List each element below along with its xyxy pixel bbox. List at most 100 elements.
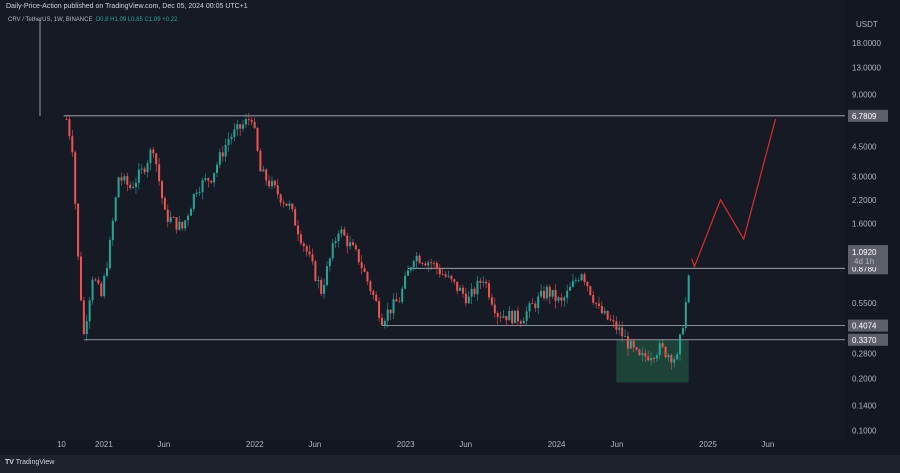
candle-body xyxy=(577,280,580,282)
candle-body xyxy=(233,129,236,138)
price-chart[interactable]: USDT 18.0000 13.0000 9.0000 4.5000 3.0000 2.20… xyxy=(0,0,900,455)
candle-body xyxy=(363,268,366,272)
candle-body xyxy=(256,128,259,151)
candle-body xyxy=(427,262,430,266)
projection-path[interactable] xyxy=(691,118,777,269)
candle-body xyxy=(97,280,100,284)
candle-body xyxy=(476,280,479,295)
candle-body xyxy=(635,347,638,350)
candle-body xyxy=(311,254,314,262)
candle-body xyxy=(485,281,488,284)
tradingview-logo: TV TradingView xyxy=(5,459,55,466)
candle-body xyxy=(418,255,421,264)
candle-body xyxy=(511,310,514,324)
candle-body xyxy=(638,349,641,356)
candle-body xyxy=(435,263,438,269)
candle-body xyxy=(433,262,436,264)
y-tick-label: 9.0000 xyxy=(852,91,877,100)
candle-body xyxy=(415,255,418,262)
x-tick-label: Jun xyxy=(308,440,321,449)
candle-body xyxy=(320,279,323,294)
brand-name: TradingView xyxy=(15,459,55,466)
candle-body xyxy=(103,275,106,297)
candle-body xyxy=(650,358,653,361)
candle-body xyxy=(282,202,285,204)
candle-body xyxy=(149,149,152,164)
candle-body xyxy=(490,297,493,305)
candle-body xyxy=(603,310,606,314)
candle-body xyxy=(352,242,355,246)
candle-body xyxy=(557,297,560,301)
candle-body xyxy=(383,320,386,326)
candle-body xyxy=(346,235,349,247)
candle-body xyxy=(163,198,166,210)
candle-body xyxy=(505,315,508,321)
candle-body xyxy=(152,149,155,154)
y-tick-label: 18.0000 xyxy=(852,39,881,48)
candle-body xyxy=(276,185,279,195)
y-tick-label: 4.5000 xyxy=(852,142,877,151)
y-tick-label: 0.1400 xyxy=(852,401,877,410)
currency-label: USDT xyxy=(856,20,878,29)
candle-body xyxy=(378,301,381,318)
candle-body xyxy=(349,242,352,247)
candle-body xyxy=(224,144,227,157)
candle-body xyxy=(566,290,569,298)
candle-body xyxy=(519,321,522,324)
candle-body xyxy=(323,285,326,294)
candle-body xyxy=(618,327,621,330)
candle-body xyxy=(140,168,143,170)
y-tick-label: 0.1000 xyxy=(852,426,877,435)
candle-body xyxy=(493,304,496,314)
candle-body xyxy=(270,180,273,187)
candle-body xyxy=(389,309,392,314)
candle-body xyxy=(456,281,459,291)
candle-body xyxy=(192,193,195,209)
candle-body xyxy=(681,327,684,335)
y-tick-label: 3.0000 xyxy=(852,173,877,182)
candle-body xyxy=(545,286,548,299)
candle-body xyxy=(609,319,612,321)
y-tick-label: 1.6000 xyxy=(852,220,877,229)
candle-body xyxy=(502,315,505,318)
candle-body xyxy=(299,234,302,244)
candle-body xyxy=(592,295,595,303)
candle-body xyxy=(543,290,546,299)
candle-body xyxy=(328,258,331,267)
candle-body xyxy=(398,301,401,303)
candle-body xyxy=(528,303,531,312)
candle-body xyxy=(450,275,453,280)
candle-body xyxy=(285,203,288,206)
x-tick-label: 2022 xyxy=(246,440,264,449)
symbol-legend: CRV / TetherUS, 1W, BINANCE O0.8 H1.09 L0… xyxy=(8,17,177,23)
candle-body xyxy=(655,355,658,359)
current-price-badge xyxy=(848,245,888,268)
candle-body xyxy=(615,321,618,330)
candle-body xyxy=(375,294,378,302)
x-tick-label: 2025 xyxy=(699,440,717,449)
candle-body xyxy=(571,280,574,287)
price-axis[interactable] xyxy=(845,0,900,455)
candle-body xyxy=(421,263,424,264)
candle-body xyxy=(441,274,444,276)
candle-body xyxy=(169,217,172,222)
candle-body xyxy=(470,288,473,297)
candle-body xyxy=(586,281,589,287)
candle-body xyxy=(175,217,178,230)
candle-body xyxy=(108,240,111,269)
x-tick-label: 2024 xyxy=(548,440,566,449)
candle-body xyxy=(647,356,650,361)
candle-body xyxy=(120,177,123,181)
candle-body xyxy=(354,245,357,250)
time-axis[interactable] xyxy=(0,440,845,455)
candle-body xyxy=(247,119,250,121)
candle-body xyxy=(288,203,291,206)
candle-body xyxy=(357,249,360,263)
candle-body xyxy=(82,300,85,335)
candle-body xyxy=(580,274,583,281)
candle-body xyxy=(123,176,126,181)
candle-body xyxy=(74,152,77,204)
candle-body xyxy=(595,302,598,304)
candle-body xyxy=(79,256,82,301)
level-price-badge xyxy=(848,333,888,346)
